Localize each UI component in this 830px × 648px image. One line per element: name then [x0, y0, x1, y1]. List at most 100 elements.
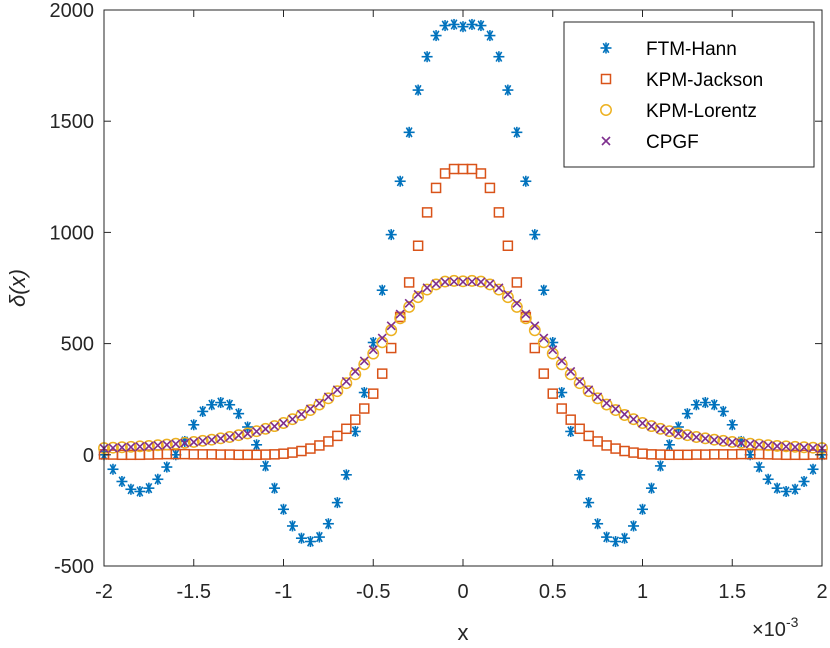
point-ftm-hann: [645, 482, 657, 494]
y-axis-label: δ(x): [5, 269, 30, 307]
point-kpm-jackson: [547, 388, 558, 399]
point-cpgf: [575, 376, 585, 386]
point-ftm-hann: [798, 475, 810, 487]
legend-items: FTM-Hann KPM-Jackson KPM-Lorentz CPGF: [600, 39, 763, 153]
point-cpgf: [216, 433, 226, 444]
point-ftm-hann: [439, 20, 451, 32]
point-ftm-hann: [592, 518, 604, 530]
point-kpm-lorentz: [214, 432, 227, 445]
point-kpm-lorentz: [789, 440, 802, 453]
point-cpgf: [135, 442, 145, 452]
point-ftm-hann: [197, 405, 209, 417]
point-cpgf: [153, 440, 163, 451]
point-ftm-hann: [807, 463, 819, 475]
point-kpm-lorentz: [501, 291, 514, 304]
point-ftm-hann: [430, 30, 442, 42]
point-cpgf: [350, 366, 360, 376]
point-ftm-hann: [610, 536, 622, 548]
point-ftm-hann: [143, 482, 155, 494]
point-kpm-lorentz: [367, 347, 380, 360]
point-ftm-hann: [717, 405, 729, 417]
point-cpgf: [126, 442, 136, 452]
point-cpgf: [754, 440, 764, 450]
legend-label-ftm-hann: FTM-Hann: [646, 39, 737, 60]
point-cpgf: [673, 429, 683, 439]
point-ftm-hann: [708, 399, 720, 411]
point-cpgf: [269, 421, 280, 431]
legend-item-cpgf: CPGF: [601, 132, 699, 153]
x-tick-label: 0: [457, 581, 468, 603]
point-kpm-jackson: [511, 277, 523, 288]
point-cpgf: [655, 424, 666, 434]
point-ftm-hann: [601, 531, 613, 543]
point-kpm-lorentz: [304, 404, 317, 417]
point-cpgf: [521, 309, 531, 319]
point-cpgf: [772, 441, 782, 451]
point-cpgf: [323, 392, 333, 402]
point-ftm-hann: [663, 439, 675, 451]
point-ftm-hann: [251, 439, 263, 451]
point-cpgf: [108, 443, 118, 453]
point-cpgf: [278, 418, 289, 428]
point-kpm-lorentz: [690, 431, 703, 443]
point-cpgf: [476, 277, 486, 287]
point-ftm-hann: [331, 497, 343, 509]
legend-marker-kpm-jackson: [600, 73, 612, 85]
legend-marker-ftm-hann: [600, 42, 612, 54]
point-kpm-lorentz: [439, 275, 451, 288]
point-kpm-lorentz: [582, 385, 595, 398]
legend-marker-kpm-lorentz: [600, 104, 612, 116]
point-ftm-hann: [681, 408, 693, 420]
point-ftm-hann: [493, 51, 505, 63]
point-cpgf: [593, 392, 603, 402]
point-kpm-jackson: [556, 403, 567, 414]
legend-marker-cpgf: [601, 136, 611, 146]
point-ftm-hann: [260, 460, 272, 472]
point-kpm-lorentz: [313, 398, 326, 411]
point-kpm-lorentz: [726, 435, 739, 448]
point-cpgf: [198, 436, 208, 446]
x-tick-label: -1: [275, 581, 293, 603]
point-kpm-lorentz: [295, 409, 308, 421]
point-ftm-hann: [340, 469, 352, 481]
ticks-layer: [103, 9, 823, 567]
point-kpm-lorentz: [142, 439, 155, 452]
point-ftm-hann: [215, 397, 227, 409]
point-ftm-hann: [233, 408, 245, 420]
point-kpm-jackson: [421, 207, 433, 218]
y-tick-label: 0: [83, 445, 94, 467]
point-cpgf: [548, 345, 558, 355]
point-cpgf: [557, 356, 567, 366]
point-cpgf: [386, 321, 396, 331]
point-cpgf: [584, 385, 594, 395]
point-kpm-jackson: [403, 277, 415, 288]
y-tick-label: 1000: [50, 222, 95, 244]
point-cpgf: [781, 442, 791, 452]
point-ftm-hann: [367, 336, 379, 348]
point-ftm-hann: [789, 483, 801, 495]
legend-label-cpgf: CPGF: [646, 132, 699, 153]
point-ftm-hann: [403, 126, 415, 138]
point-kpm-lorentz: [331, 385, 344, 398]
point-kpm-lorentz: [771, 439, 784, 452]
point-cpgf: [745, 439, 755, 449]
series-kpm-jackson: [98, 163, 828, 461]
x-tick-label: -2: [95, 581, 113, 603]
point-cpgf: [503, 289, 513, 300]
point-cpgf: [682, 430, 692, 441]
point-kpm-jackson: [574, 423, 585, 435]
point-cpgf: [341, 376, 351, 386]
point-ftm-hann: [376, 284, 388, 296]
legend: FTM-Hann KPM-Jackson KPM-Lorentz CPGF: [563, 21, 815, 168]
point-ftm-hann: [206, 399, 218, 411]
point-kpm-jackson: [583, 430, 594, 442]
point-cpgf: [234, 430, 244, 441]
point-ftm-hann: [762, 473, 774, 485]
point-kpm-lorentz: [412, 291, 425, 304]
point-cpgf: [539, 333, 549, 343]
point-cpgf: [117, 442, 127, 453]
point-kpm-lorentz: [205, 433, 218, 446]
point-cpgf: [808, 443, 818, 453]
point-ftm-hann: [619, 532, 631, 544]
